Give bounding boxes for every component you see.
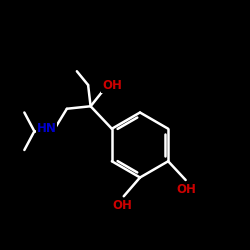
Text: OH: OH	[112, 199, 132, 212]
Text: HN: HN	[37, 122, 57, 135]
Text: OH: OH	[102, 79, 122, 92]
Text: OH: OH	[176, 183, 196, 196]
